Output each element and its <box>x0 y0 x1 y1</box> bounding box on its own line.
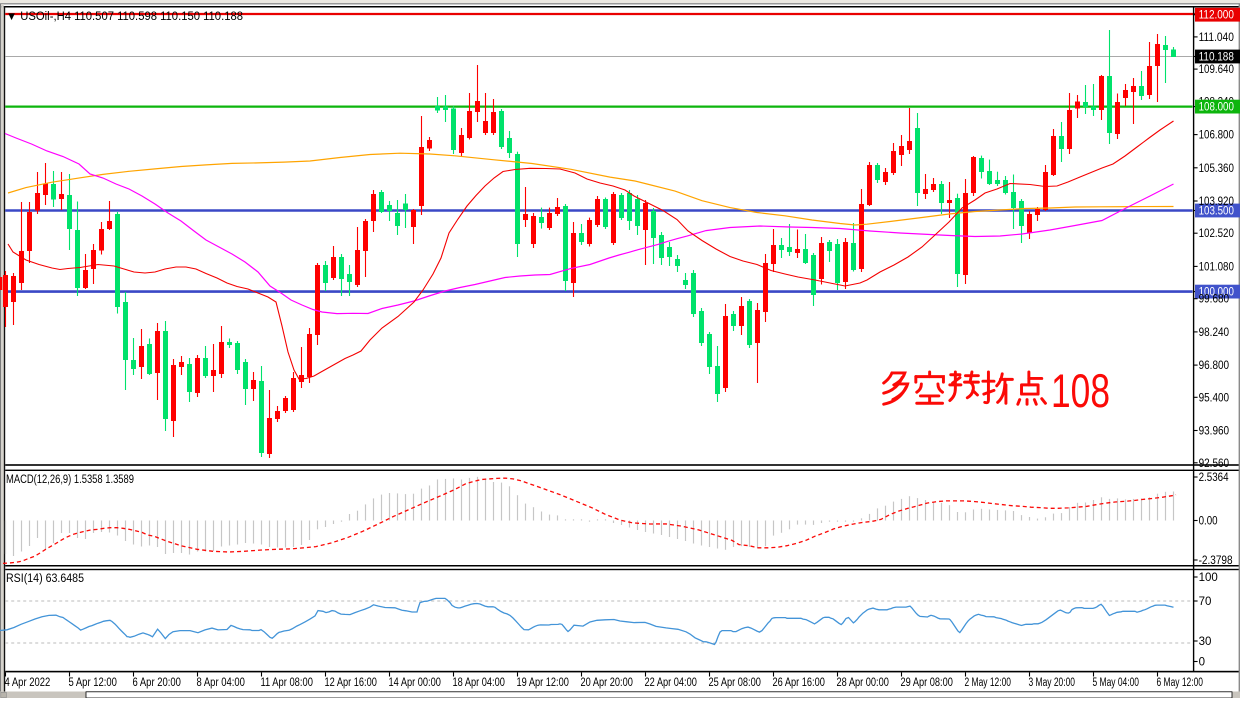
svg-text:98.240: 98.240 <box>1199 327 1230 339</box>
svg-text:6 Apr 20:00: 6 Apr 20:00 <box>133 677 181 689</box>
svg-text:108.000: 108.000 <box>1199 102 1234 114</box>
svg-text:-2.3798: -2.3798 <box>1199 555 1233 567</box>
svg-text:18 Apr 04:00: 18 Apr 04:00 <box>453 677 505 689</box>
svg-text:8 Apr 04:00: 8 Apr 04:00 <box>197 677 245 689</box>
svg-text:MACD(12,26,9) 1.5358 1.3589: MACD(12,26,9) 1.5358 1.3589 <box>6 474 134 486</box>
svg-text:2 May 12:00: 2 May 12:00 <box>965 677 1012 689</box>
svg-text:95.400: 95.400 <box>1199 392 1230 404</box>
svg-text:2.5364: 2.5364 <box>1199 472 1230 484</box>
svg-text:20 Apr 20:00: 20 Apr 20:00 <box>581 677 633 689</box>
svg-text:12 Apr 16:00: 12 Apr 16:00 <box>325 677 377 689</box>
svg-text:30: 30 <box>1199 636 1212 648</box>
svg-text:93.960: 93.960 <box>1199 426 1230 438</box>
svg-text:14 Apr 00:00: 14 Apr 00:00 <box>389 677 441 689</box>
svg-text:111.040: 111.040 <box>1199 32 1234 44</box>
svg-text:26 Apr 16:00: 26 Apr 16:00 <box>773 677 825 689</box>
svg-text:110.188: 110.188 <box>1199 52 1234 64</box>
svg-text:19 Apr 12:00: 19 Apr 12:00 <box>517 677 569 689</box>
svg-text:103.500: 103.500 <box>1199 206 1234 218</box>
svg-text:5 May 04:00: 5 May 04:00 <box>1093 677 1140 689</box>
svg-text:70: 70 <box>1199 596 1212 608</box>
svg-text:96.800: 96.800 <box>1199 360 1230 372</box>
svg-text:105.360: 105.360 <box>1199 163 1234 175</box>
svg-text:103.920: 103.920 <box>1199 196 1234 208</box>
svg-text:100.000: 100.000 <box>1199 287 1234 299</box>
svg-text:4 Apr 2022: 4 Apr 2022 <box>5 677 51 689</box>
svg-text:109.640: 109.640 <box>1199 64 1234 76</box>
svg-text:101.080: 101.080 <box>1199 261 1234 273</box>
svg-text:25 Apr 08:00: 25 Apr 08:00 <box>709 677 761 689</box>
svg-text:29 Apr 08:00: 29 Apr 08:00 <box>901 677 953 689</box>
svg-text:106.800: 106.800 <box>1199 130 1234 142</box>
svg-text:RSI(14) 63.6485: RSI(14) 63.6485 <box>6 573 84 585</box>
svg-text:11 Apr 08:00: 11 Apr 08:00 <box>261 677 313 689</box>
svg-text:108: 108 <box>1051 364 1110 417</box>
svg-text:28 Apr 00:00: 28 Apr 00:00 <box>837 677 889 689</box>
svg-text:0: 0 <box>1199 657 1205 669</box>
svg-text:92.560: 92.560 <box>1199 458 1230 470</box>
svg-text:5 Apr 12:00: 5 Apr 12:00 <box>69 677 117 689</box>
svg-text:3 May 20:00: 3 May 20:00 <box>1029 677 1076 689</box>
svg-text:6 May 12:00: 6 May 12:00 <box>1157 677 1204 689</box>
svg-text:102.520: 102.520 <box>1199 228 1234 240</box>
svg-text:22 Apr 04:00: 22 Apr 04:00 <box>645 677 697 689</box>
svg-text:100: 100 <box>1199 572 1218 584</box>
svg-text:112.000: 112.000 <box>1199 10 1234 22</box>
svg-text:99.680: 99.680 <box>1199 294 1230 306</box>
svg-text:▼ USOil-,H4 110.507 110.598 1: ▼ USOil-,H4 110.507 110.598 110.150 110.… <box>6 11 243 23</box>
svg-text:0.00: 0.00 <box>1199 516 1218 528</box>
